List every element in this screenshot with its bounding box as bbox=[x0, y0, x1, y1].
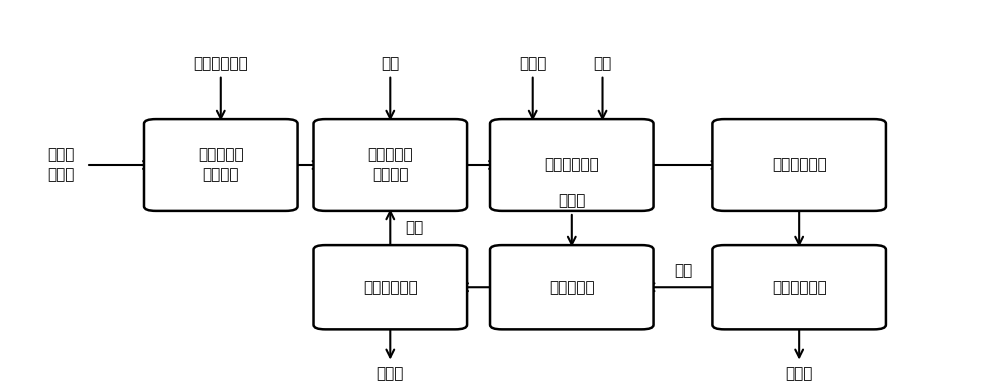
FancyBboxPatch shape bbox=[490, 119, 654, 211]
Text: 盐酸: 盐酸 bbox=[381, 56, 399, 71]
FancyBboxPatch shape bbox=[490, 245, 654, 329]
Text: 亚磷酸: 亚磷酸 bbox=[519, 56, 546, 71]
Text: 亚氨基
二乙腈: 亚氨基 二乙腈 bbox=[48, 147, 75, 182]
Text: 双甘膦分离器: 双甘膦分离器 bbox=[772, 280, 827, 295]
Text: 双甘膦合成釜: 双甘膦合成釜 bbox=[544, 157, 599, 172]
Text: 亚氨基二乙
腈水解釜: 亚氨基二乙 腈水解釜 bbox=[198, 147, 244, 182]
Text: 氢氧化钠溶液: 氢氧化钠溶液 bbox=[193, 56, 248, 71]
Text: 氯化钠: 氯化钠 bbox=[377, 366, 404, 381]
Text: 甲醛: 甲醛 bbox=[593, 56, 612, 71]
FancyBboxPatch shape bbox=[314, 119, 467, 211]
Text: 氯化氢: 氯化氢 bbox=[558, 193, 585, 208]
Text: 亚氨基二乙
酸酸化釜: 亚氨基二乙 酸酸化釜 bbox=[367, 147, 413, 182]
FancyBboxPatch shape bbox=[144, 119, 298, 211]
Text: 母液: 母液 bbox=[674, 263, 692, 278]
FancyBboxPatch shape bbox=[712, 119, 886, 211]
Text: 氯化钠分离器: 氯化钠分离器 bbox=[363, 280, 418, 295]
Text: 母液除盐釜: 母液除盐釜 bbox=[549, 280, 595, 295]
FancyBboxPatch shape bbox=[314, 245, 467, 329]
Text: 双甘膦结晶釜: 双甘膦结晶釜 bbox=[772, 157, 827, 172]
Text: 双甘膦: 双甘膦 bbox=[785, 366, 813, 381]
FancyBboxPatch shape bbox=[712, 245, 886, 329]
Text: 母液: 母液 bbox=[405, 221, 424, 236]
